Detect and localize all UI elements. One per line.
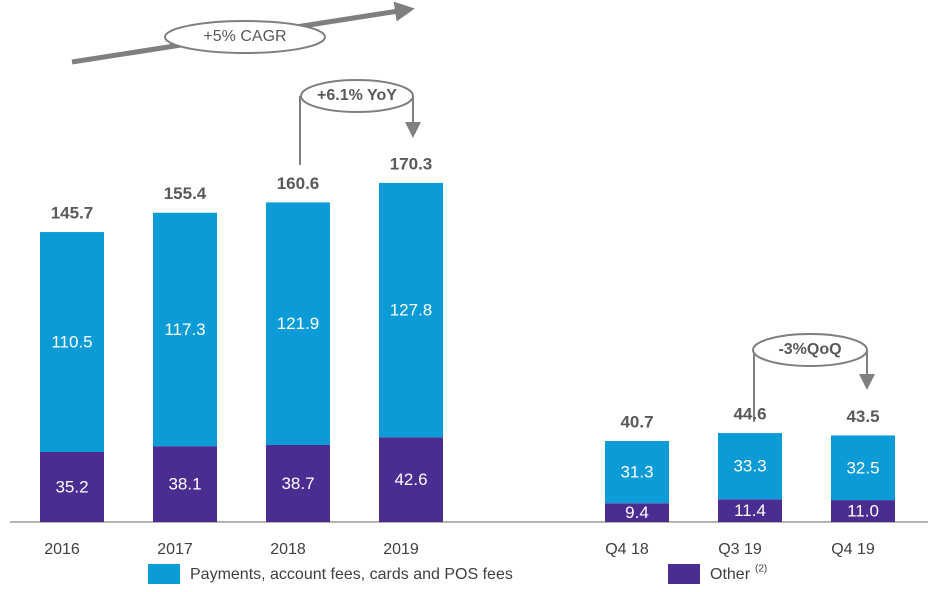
legend-note: (2) [755,564,767,575]
data-label: 127.8 [390,301,433,320]
bar-segment [831,500,895,522]
bar-segment [605,441,669,504]
x-tick-label: 2017 [157,541,193,558]
x-tick-label: 2018 [270,541,306,558]
bar-segment [266,202,330,445]
data-label: 33.3 [733,457,766,476]
bar-segment [379,182,443,438]
x-tick-label: Q4 18 [605,541,649,558]
bar-segment [718,433,782,500]
x-tick-label: 2016 [44,541,80,558]
bar-segment [40,232,104,452]
total-label: 40.7 [620,412,653,431]
data-label: 117.3 [164,320,205,339]
yoy-bubble [300,79,414,113]
data-label: 31.3 [620,463,653,482]
bar-segment [40,451,104,522]
total-label: 170.3 [390,154,433,173]
x-tick-label: Q3 19 [718,541,762,558]
data-label: 9.4 [625,503,649,522]
yoy-bracket [299,96,413,165]
data-label: 32.5 [846,458,879,477]
data-label: 42.6 [394,470,427,489]
annotation: +6.1% YoY [317,87,397,104]
legend-label: Payments, account fees, cards and POS fe… [190,566,513,583]
bar-segment [153,446,217,522]
qoq-bracket [753,350,867,422]
legend-label: Other [710,566,751,583]
x-tick-label: Q4 19 [831,541,875,558]
data-label: 110.5 [51,332,92,351]
total-label: 43.5 [846,407,879,426]
annotation: -3%QoQ [778,341,841,358]
annotation: +5% CAGR [203,28,286,45]
total-label: 44.6 [733,405,766,424]
cagr-bubble [164,20,326,54]
total-label: 155.4 [164,184,207,203]
bar-segment [605,503,669,522]
data-label: 38.7 [281,474,314,493]
legend-swatch [668,564,700,584]
legend-swatch [148,564,180,584]
bar-segment [153,212,217,447]
data-label: 121.9 [277,314,320,333]
qoq-bubble [752,333,868,367]
bar-segment [718,499,782,522]
data-label: 11.4 [734,501,766,520]
total-label: 160.6 [277,174,320,193]
x-tick-label: 2019 [383,541,419,558]
bar-segment [266,444,330,522]
total-label: 145.7 [51,204,94,223]
data-label: 35.2 [55,477,88,496]
bar-segment [831,435,895,501]
bar-segment [379,437,443,522]
data-label: 38.1 [168,475,201,494]
data-label: 11.0 [847,502,879,521]
